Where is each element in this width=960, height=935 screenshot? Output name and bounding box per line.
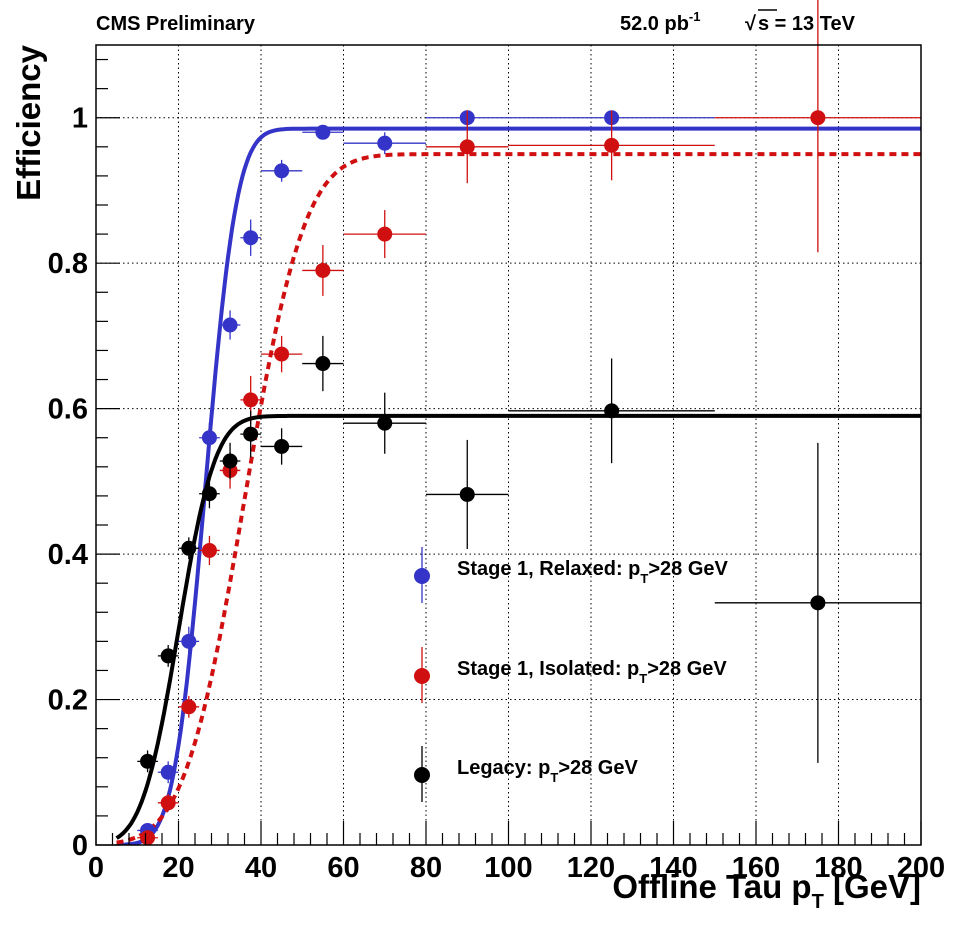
x-tick-label: 40 — [245, 852, 277, 884]
relaxed-data-point — [201, 430, 217, 446]
x-tick-label: 0 — [88, 852, 104, 884]
relaxed-data-point — [160, 764, 176, 780]
x-tick-label: 160 — [732, 852, 780, 884]
isolated-fit-curve — [116, 152, 921, 845]
x-tick-label: 120 — [567, 852, 615, 884]
legacy-data-point — [160, 648, 176, 664]
legend-marker — [414, 568, 430, 584]
x-tick-labels: 0 20 40 60 80 100 120 140 160 180 200 — [88, 852, 945, 884]
energy-label: s = 13 TeV — [758, 13, 856, 35]
legacy-data-point — [274, 438, 290, 454]
legacy-data-point — [181, 540, 197, 556]
y-tick-label: 0 — [72, 830, 88, 862]
legend-item-legacy: Legacy: pT>28 GeV — [414, 746, 638, 802]
legend-label: Legacy: pT>28 GeV — [457, 757, 638, 785]
y-tick-label: 1 — [72, 103, 88, 135]
legacy-data-point — [604, 403, 620, 419]
legacy-series — [137, 335, 921, 773]
isolated-data-point — [274, 346, 290, 362]
legend-label: Stage 1, Isolated: pT>28 GeV — [457, 658, 727, 686]
legend-label: Stage 1, Relaxed: pT>28 GeV — [457, 558, 729, 586]
isolated-data-point — [140, 830, 156, 846]
relaxed-data-point — [222, 317, 238, 333]
relaxed-data-point — [377, 135, 393, 151]
legacy-data-point — [140, 753, 156, 769]
y-tick-label: 0.4 — [48, 539, 88, 571]
legacy-data-point — [201, 486, 217, 502]
x-tick-label: 200 — [897, 852, 945, 884]
y-tick-labels: 0 0.2 0.4 0.6 0.8 1 — [48, 103, 88, 862]
relaxed-data-point — [274, 163, 290, 179]
y-tick-label: 0.8 — [48, 248, 88, 280]
isolated-data-point — [459, 139, 475, 155]
legend-item-relaxed: Stage 1, Relaxed: pT>28 GeV — [414, 547, 729, 603]
legend: Stage 1, Relaxed: pT>28 GeV Stage 1, Isol… — [414, 547, 729, 802]
x-tick-label: 100 — [484, 852, 532, 884]
isolated-data-point — [810, 110, 826, 126]
legacy-data-point — [315, 356, 331, 372]
isolated-data-point — [377, 226, 393, 242]
isolated-data-point — [243, 392, 259, 408]
y-tick-label: 0.6 — [48, 394, 88, 426]
isolated-data-point — [315, 262, 331, 278]
x-tick-label: 180 — [814, 852, 862, 884]
relaxed-data-point — [181, 633, 197, 649]
isolated-data-point — [160, 795, 176, 811]
relaxed-data-point — [315, 124, 331, 140]
legacy-data-point — [222, 453, 238, 469]
x-tick-label: 60 — [327, 852, 359, 884]
axis-ticks — [95, 58, 922, 846]
legend-marker — [414, 668, 430, 684]
isolated-data-point — [201, 542, 217, 558]
legacy-data-point — [377, 415, 393, 431]
x-tick-label: 140 — [649, 852, 697, 884]
legend-marker — [414, 767, 430, 783]
legacy-data-point — [459, 486, 475, 502]
y-axis-title: Efficiency — [10, 44, 47, 201]
data-points — [137, 0, 921, 846]
x-tick-label: 80 — [410, 852, 442, 884]
grid — [96, 45, 921, 845]
y-tick-label: 0.2 — [48, 685, 88, 717]
legend-item-isolated: Stage 1, Isolated: pT>28 GeV — [414, 647, 727, 703]
header-left: CMS Preliminary — [96, 13, 256, 35]
relaxed-fit-curve — [116, 126, 921, 845]
relaxed-data-point — [243, 230, 259, 246]
legacy-data-point — [243, 426, 259, 442]
isolated-data-point — [604, 137, 620, 153]
legacy-data-point — [810, 595, 826, 611]
sqrt-s-icon: √ — [745, 13, 757, 35]
x-axis-title: Offline Tau pT [GeV] — [612, 868, 921, 913]
isolated-data-point — [181, 699, 197, 715]
x-tick-label: 20 — [162, 852, 194, 884]
lumi-label: 52.0 pb-1 — [620, 9, 700, 35]
